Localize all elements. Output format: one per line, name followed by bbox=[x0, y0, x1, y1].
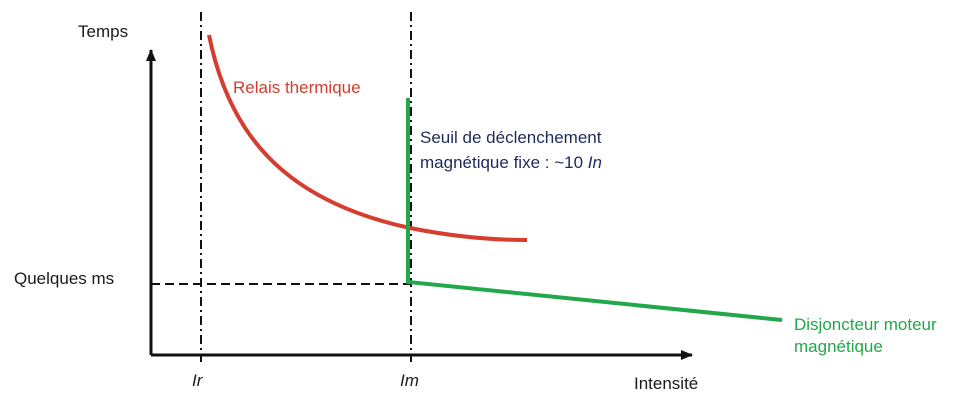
breaker-label-line1: Disjoncteur moteur bbox=[794, 315, 937, 334]
quelques-ms-label: Quelques ms bbox=[14, 269, 114, 288]
threshold-annotation-line1: Seuil de déclenchement bbox=[420, 128, 602, 147]
in-symbol: In bbox=[588, 153, 602, 172]
breaker-label-line2: magnétique bbox=[794, 337, 883, 356]
threshold-annotation-prefix: magnétique fixe : ~10 bbox=[420, 153, 588, 172]
thermal-relay-curve bbox=[207, 34, 528, 242]
im-label: Im bbox=[400, 371, 419, 390]
magnetic-breaker-curve bbox=[406, 98, 783, 322]
thermal-relay-label: Relais thermique bbox=[233, 78, 361, 97]
ir-label: Ir bbox=[192, 371, 204, 390]
y-axis-label: Temps bbox=[78, 22, 128, 41]
threshold-annotation-line2: magnétique fixe : ~10 In bbox=[420, 153, 602, 172]
x-axis-label: Intensité bbox=[634, 374, 698, 393]
